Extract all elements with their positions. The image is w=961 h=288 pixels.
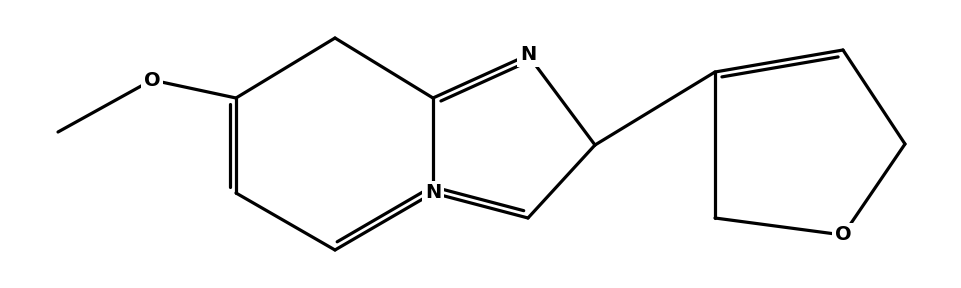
Text: N: N — [519, 46, 535, 65]
Text: O: O — [834, 226, 850, 245]
Text: O: O — [143, 71, 160, 90]
Text: N: N — [425, 183, 441, 202]
